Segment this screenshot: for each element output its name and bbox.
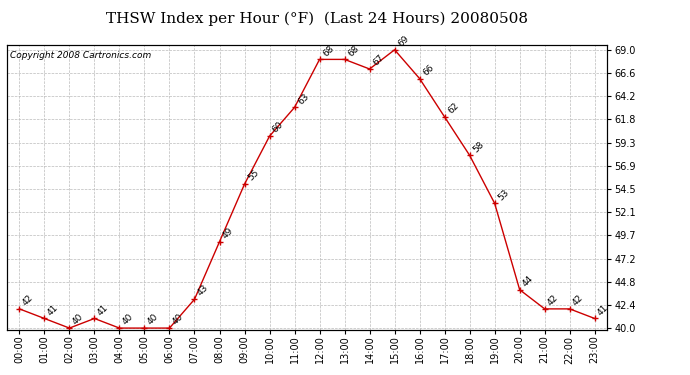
Text: 42: 42	[546, 293, 560, 308]
Text: 40: 40	[146, 312, 160, 327]
Text: 41: 41	[96, 303, 110, 317]
Text: 62: 62	[446, 101, 460, 115]
Text: Copyright 2008 Cartronics.com: Copyright 2008 Cartronics.com	[10, 51, 151, 60]
Text: 44: 44	[521, 274, 535, 288]
Text: 55: 55	[246, 168, 260, 183]
Text: 63: 63	[296, 92, 310, 106]
Text: 40: 40	[121, 312, 135, 327]
Text: 42: 42	[571, 293, 585, 308]
Text: THSW Index per Hour (°F)  (Last 24 Hours) 20080508: THSW Index per Hour (°F) (Last 24 Hours)…	[106, 11, 529, 26]
Text: 60: 60	[271, 120, 286, 135]
Text: 41: 41	[596, 303, 611, 317]
Text: 67: 67	[371, 53, 386, 68]
Text: 40: 40	[171, 312, 186, 327]
Text: 68: 68	[346, 44, 360, 58]
Text: 53: 53	[496, 188, 511, 202]
Text: 43: 43	[196, 284, 210, 298]
Text: 58: 58	[471, 140, 486, 154]
Text: 66: 66	[421, 63, 435, 77]
Text: 49: 49	[221, 226, 235, 240]
Text: 68: 68	[321, 44, 335, 58]
Text: 69: 69	[396, 34, 411, 48]
Text: 41: 41	[46, 303, 60, 317]
Text: 42: 42	[21, 293, 35, 308]
Text: 40: 40	[71, 312, 86, 327]
